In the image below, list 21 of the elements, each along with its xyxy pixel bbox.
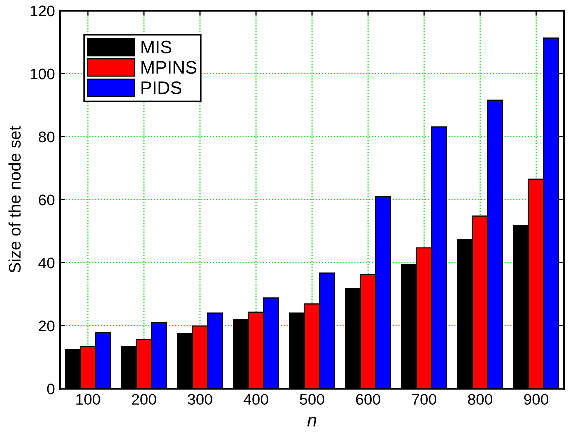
x-tick-label: 400 (244, 394, 268, 406)
y-tick-label: 40 (38, 258, 55, 269)
x-tick-label: 500 (300, 394, 324, 406)
y-tick-label: 20 (39, 320, 55, 332)
x-tick-label: 700 (412, 394, 436, 406)
x-tick-label: 600 (356, 394, 380, 406)
x-tick-label: 100 (76, 394, 100, 406)
legend-label: PIDS (142, 82, 182, 94)
x-tick-label: 900 (524, 394, 549, 406)
y-tick-label: 0 (47, 384, 55, 395)
y-axis-title: Size of the node set (8, 126, 21, 273)
legend-label: MIS (142, 40, 172, 54)
y-tick-label: 60 (39, 194, 55, 206)
x-tick-label: 800 (468, 394, 493, 406)
x-tick-label: 300 (188, 394, 212, 406)
x-tick-label: 200 (132, 394, 156, 406)
x-axis-title: n (308, 416, 316, 427)
y-tick-label: 100 (30, 68, 55, 80)
y-tick-label: 120 (30, 6, 55, 17)
legend-label: MPINS (142, 61, 197, 74)
y-tick-label: 80 (38, 132, 55, 143)
